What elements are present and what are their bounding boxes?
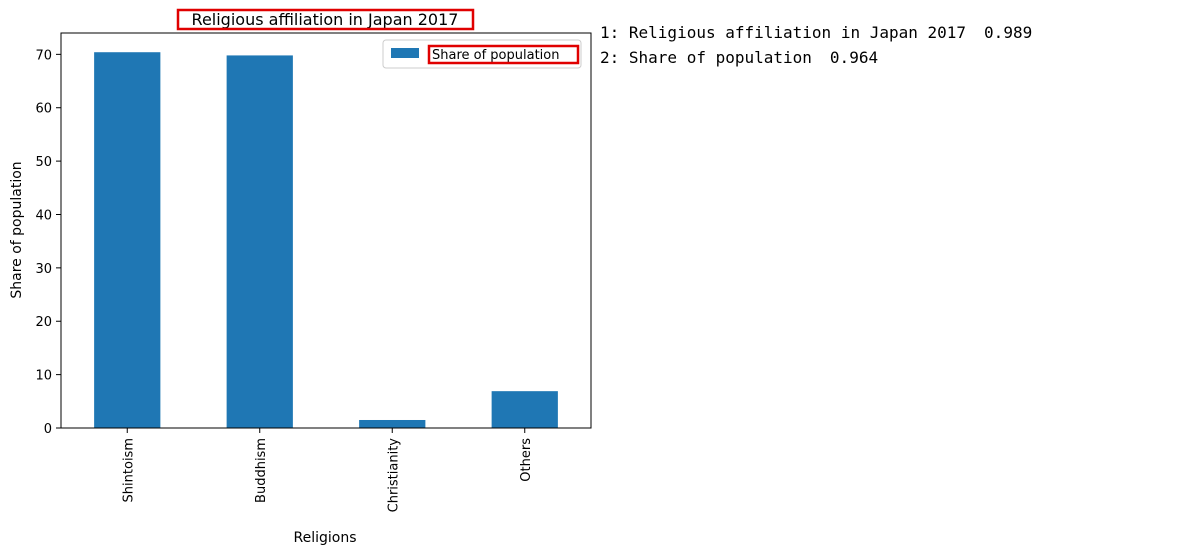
legend-highlight-box (427, 44, 580, 65)
x-tick-label: Buddhism (254, 438, 269, 503)
y-tick-label: 50 (35, 155, 52, 170)
annotation-item: 1: Religious affiliation in Japan 2017 0.… (600, 20, 1190, 45)
bars-group (94, 52, 558, 429)
chart-title: Religious affiliation in Japan 2017 (192, 10, 459, 29)
y-axis: 0 10 20 30 40 50 60 70 (35, 48, 61, 437)
annotation-item: 2: Share of population 0.964 (600, 45, 1190, 70)
y-tick-label: 30 (35, 262, 52, 277)
y-tick-label: 60 (35, 102, 52, 117)
x-tick-label: Shintoism (121, 438, 136, 502)
annotation-score: 0.989 (984, 23, 1033, 42)
annotation-label: 1: Religious affiliation in Japan 2017 (600, 23, 967, 42)
x-axis: Shintoism Buddhism Christianity Others (121, 428, 534, 512)
y-tick-label: 10 (35, 369, 52, 384)
legend: Share of population (382, 39, 582, 69)
x-tick-label: Christianity (386, 438, 401, 513)
x-tick-label: Others (519, 438, 534, 482)
y-axis-label: Share of population (9, 161, 25, 298)
annotation-panel: 1: Religious affiliation in Japan 2017 0.… (600, 20, 1190, 70)
bar-shintoism (94, 52, 161, 428)
annotation-score: 0.964 (829, 48, 879, 67)
y-tick-label: 40 (35, 208, 52, 223)
bar-christianity (359, 419, 426, 428)
bar-others (491, 391, 558, 428)
legend-label: Share of population (432, 48, 560, 63)
x-axis-label: Religions (294, 530, 357, 546)
y-tick-label: 70 (35, 48, 52, 63)
annotation-label: 2: Share of population (600, 48, 812, 67)
y-tick-label: 20 (35, 315, 52, 330)
bar-chart: Religious affiliation in Japan 2017 0 10 2… (9, 8, 592, 546)
bar-buddhism (226, 55, 293, 429)
y-tick-label: 0 (44, 422, 52, 437)
legend-swatch (391, 48, 419, 58)
plot-frame (60, 32, 592, 429)
title-highlight-box (176, 8, 475, 31)
